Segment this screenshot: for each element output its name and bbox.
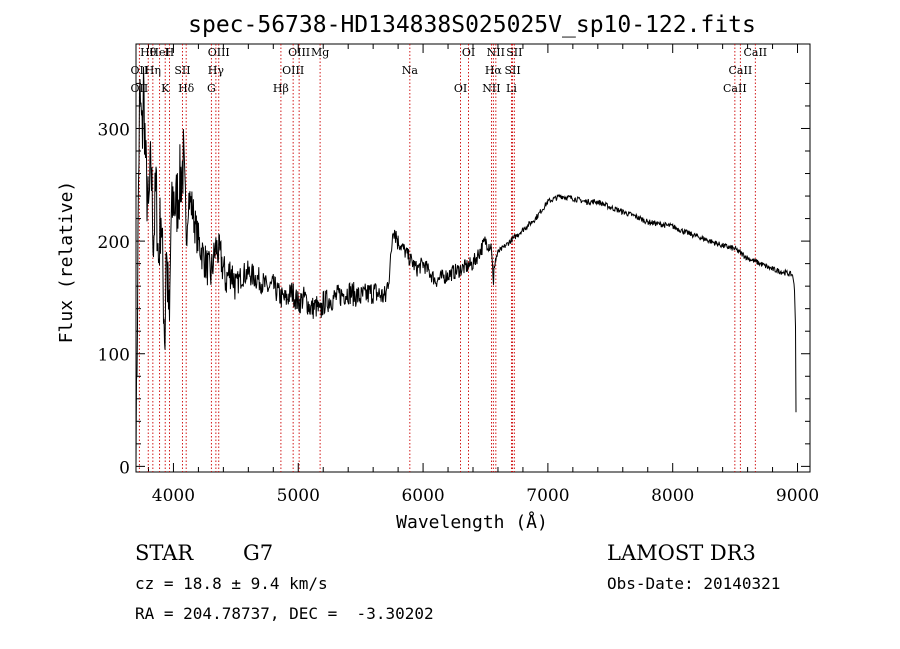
line-marker-label: SII (504, 64, 520, 77)
object-subclass: G7 (243, 541, 273, 565)
line-marker-label: Hδ (178, 82, 195, 95)
x-axis-label: Wavelength (Å) (396, 511, 548, 533)
line-marker-label: Hα (485, 64, 503, 77)
y-axis-label: Flux (relative) (56, 181, 77, 344)
y-tick-label: 300 (98, 120, 130, 140)
line-marker-label: OIII (282, 64, 304, 77)
line-marker-label: Hβ (273, 82, 289, 95)
line-marker-label: OIII (288, 46, 310, 59)
survey-name: LAMOST DR3 (607, 541, 756, 565)
obs-date: Obs-Date: 20140321 (607, 574, 780, 593)
y-tick-label: 100 (98, 346, 130, 366)
x-tick-label: 9000 (776, 486, 819, 506)
line-marker-label: Hθ (140, 46, 157, 59)
line-marker-label: Mg (311, 46, 329, 59)
line-marker-label: Hγ (208, 64, 225, 77)
line-marker-label: H (165, 46, 175, 59)
line-marker-label: CaII (729, 64, 753, 77)
y-tick-label: 0 (119, 458, 130, 478)
line-marker-label: CaII (743, 46, 767, 59)
coordinates: RA = 204.78737, DEC = -3.30202 (135, 604, 434, 623)
line-marker-label: SII (506, 46, 522, 59)
chart-title: spec-56738-HD134838S025025V_sp10-122.fit… (188, 12, 756, 38)
line-marker-label: OIII (208, 46, 230, 59)
x-tick-label: 4000 (152, 486, 195, 506)
x-tick-label: 8000 (651, 486, 694, 506)
x-tick-label: 6000 (401, 486, 444, 506)
object-class: STAR (135, 541, 194, 565)
axis-ticks: 4000 5000 6000 7000 8000 9000 0 100 200 300 (98, 44, 819, 506)
line-marker-label: G (207, 82, 216, 95)
redshift-value: cz = 18.8 ± 9.4 km/s (135, 574, 328, 593)
spectrum-line (135, 66, 797, 467)
line-marker-label: CaII (723, 82, 747, 95)
line-markers (138, 44, 756, 472)
line-marker-label: SII (174, 64, 190, 77)
line-marker-label: NII (482, 82, 500, 95)
line-marker-labels: HθOIIOIIHeIHηKHSIIHδOIIIHγGOIIIOIIIHβMgN… (131, 46, 768, 95)
line-marker-label: OI (454, 82, 467, 95)
line-marker-label: NII (487, 46, 505, 59)
line-marker-label: Na (402, 64, 419, 77)
x-tick-label: 7000 (526, 486, 569, 506)
line-marker-label: OI (462, 46, 475, 59)
line-marker-label: Li (506, 82, 517, 95)
line-marker-label: HeI (149, 46, 169, 59)
line-marker-label: Hη (145, 64, 161, 77)
line-marker-label: K (161, 82, 170, 95)
y-tick-label: 200 (98, 233, 130, 253)
x-tick-label: 5000 (277, 486, 320, 506)
